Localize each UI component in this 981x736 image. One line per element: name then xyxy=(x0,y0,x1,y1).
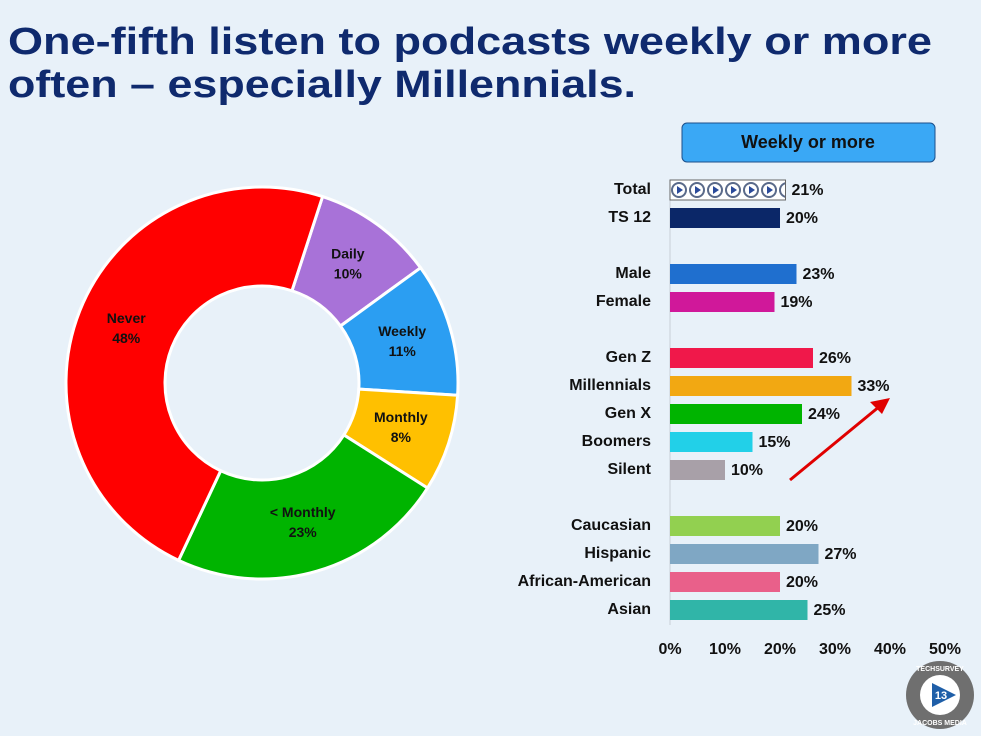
value-label: 24% xyxy=(808,406,840,423)
slice-value: 8% xyxy=(391,429,412,445)
slice-value: 23% xyxy=(289,524,318,540)
category-label: Female xyxy=(596,293,651,310)
value-label: 26% xyxy=(819,350,851,367)
bar xyxy=(670,264,797,284)
bar-title: Weekly or more xyxy=(741,132,875,152)
value-label: 10% xyxy=(731,462,763,479)
value-label: 20% xyxy=(786,574,818,591)
category-label: Millennials xyxy=(569,377,651,394)
title-line: often – especially Millennials. xyxy=(8,64,636,106)
value-label: 19% xyxy=(781,294,813,311)
slice-value: 10% xyxy=(334,266,363,282)
logo: 13 TECHSURVEY JACOBS MEDIA xyxy=(906,661,974,729)
donut-slice xyxy=(64,185,325,563)
x-tick-label: 0% xyxy=(658,641,681,658)
arrow-head xyxy=(870,398,890,414)
category-label: Gen X xyxy=(605,405,652,422)
bar xyxy=(670,376,852,396)
x-tick-label: 50% xyxy=(929,641,961,658)
slice-value: 48% xyxy=(112,330,141,346)
x-tick-label: 40% xyxy=(874,641,906,658)
category-label: Caucasian xyxy=(571,517,651,534)
bar xyxy=(670,432,753,452)
bar xyxy=(670,516,780,536)
bar xyxy=(670,208,780,228)
category-label: Asian xyxy=(607,601,651,618)
value-label: 23% xyxy=(803,266,835,283)
slice-label: Never xyxy=(107,310,146,326)
category-label: Total xyxy=(614,181,651,198)
slice-label: Monthly xyxy=(374,409,428,425)
x-tick-label: 20% xyxy=(764,641,796,658)
logo-text: JACOBS MEDIA xyxy=(913,720,967,727)
value-label: 33% xyxy=(858,378,890,395)
logo-play xyxy=(932,683,956,707)
logo-text: TECHSURVEY xyxy=(916,666,964,673)
x-tick-label: 10% xyxy=(709,641,741,658)
slice-value: 11% xyxy=(389,343,417,359)
bar xyxy=(670,544,819,564)
bar xyxy=(670,348,813,368)
value-label: 15% xyxy=(759,434,791,451)
slice-label: Daily xyxy=(331,246,365,262)
value-label: 27% xyxy=(825,546,857,563)
category-label: African-American xyxy=(518,573,651,590)
bar xyxy=(670,572,780,592)
category-label: Male xyxy=(615,265,651,282)
bar xyxy=(670,404,802,424)
slice-label: < Monthly xyxy=(270,504,336,520)
donut-slice xyxy=(176,432,430,581)
bar xyxy=(670,600,808,620)
category-label: Boomers xyxy=(582,433,651,450)
subtitle-box xyxy=(681,122,936,163)
value-label: 25% xyxy=(814,602,846,619)
slice-label: Weekly xyxy=(378,323,426,339)
value-label: 20% xyxy=(786,518,818,535)
category-label: TS 12 xyxy=(608,209,651,226)
category-label: Hispanic xyxy=(584,545,651,562)
title-line: One-fifth listen to podcasts weekly or m… xyxy=(8,21,932,63)
category-label: Gen Z xyxy=(606,349,652,366)
value-label: 20% xyxy=(786,210,818,227)
bar xyxy=(670,292,775,312)
category-label: Silent xyxy=(607,461,651,478)
logo-number: 13 xyxy=(935,690,947,702)
arrow xyxy=(789,404,881,482)
bar xyxy=(669,179,786,201)
value-label: 21% xyxy=(792,182,824,199)
x-tick-label: 30% xyxy=(819,641,851,658)
bar xyxy=(670,460,725,480)
